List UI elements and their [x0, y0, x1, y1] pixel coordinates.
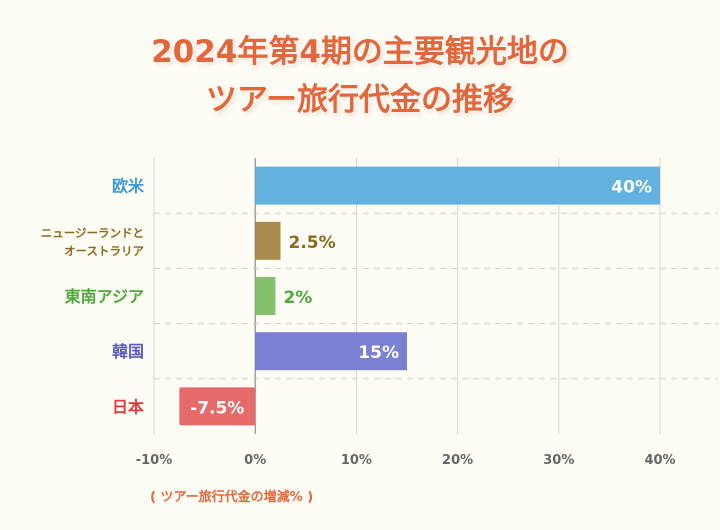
- bar: [179, 387, 256, 426]
- x-tick-label: 40%: [644, 453, 675, 468]
- bar: [255, 332, 407, 371]
- chart-title-line-2: ツアー旅行代金の推移: [205, 82, 515, 118]
- category-label: 欧米: [112, 177, 145, 196]
- x-tick-label: 10%: [341, 453, 372, 468]
- x-tick-label: 20%: [442, 453, 473, 468]
- chart-title: 2024年第4期の主要観光地の ツアー旅行代金の推移: [0, 28, 720, 124]
- chart-title-line-1: 2024年第4期の主要観光地の: [151, 34, 569, 70]
- data-label: 15%: [358, 343, 399, 363]
- data-label: -7.5%: [190, 398, 244, 418]
- category-label: 日本: [112, 397, 144, 416]
- bar: [255, 221, 281, 260]
- x-tick-label: -10%: [136, 453, 173, 468]
- category-label: 韓国: [112, 342, 144, 361]
- data-label: 2.5%: [289, 233, 336, 253]
- category-label: オーストラリア: [64, 244, 144, 258]
- category-label: 東南アジア: [65, 287, 144, 306]
- bar: [255, 277, 276, 315]
- x-tick-label: 0%: [244, 453, 266, 468]
- x-axis-label: ( ツアー旅行代金の増減% ): [150, 490, 314, 505]
- data-label: 40%: [611, 178, 652, 198]
- x-tick-label: 30%: [543, 453, 574, 468]
- bar: [255, 166, 660, 205]
- category-label: ニュージーランドと: [41, 226, 144, 240]
- data-label: 2%: [283, 288, 312, 308]
